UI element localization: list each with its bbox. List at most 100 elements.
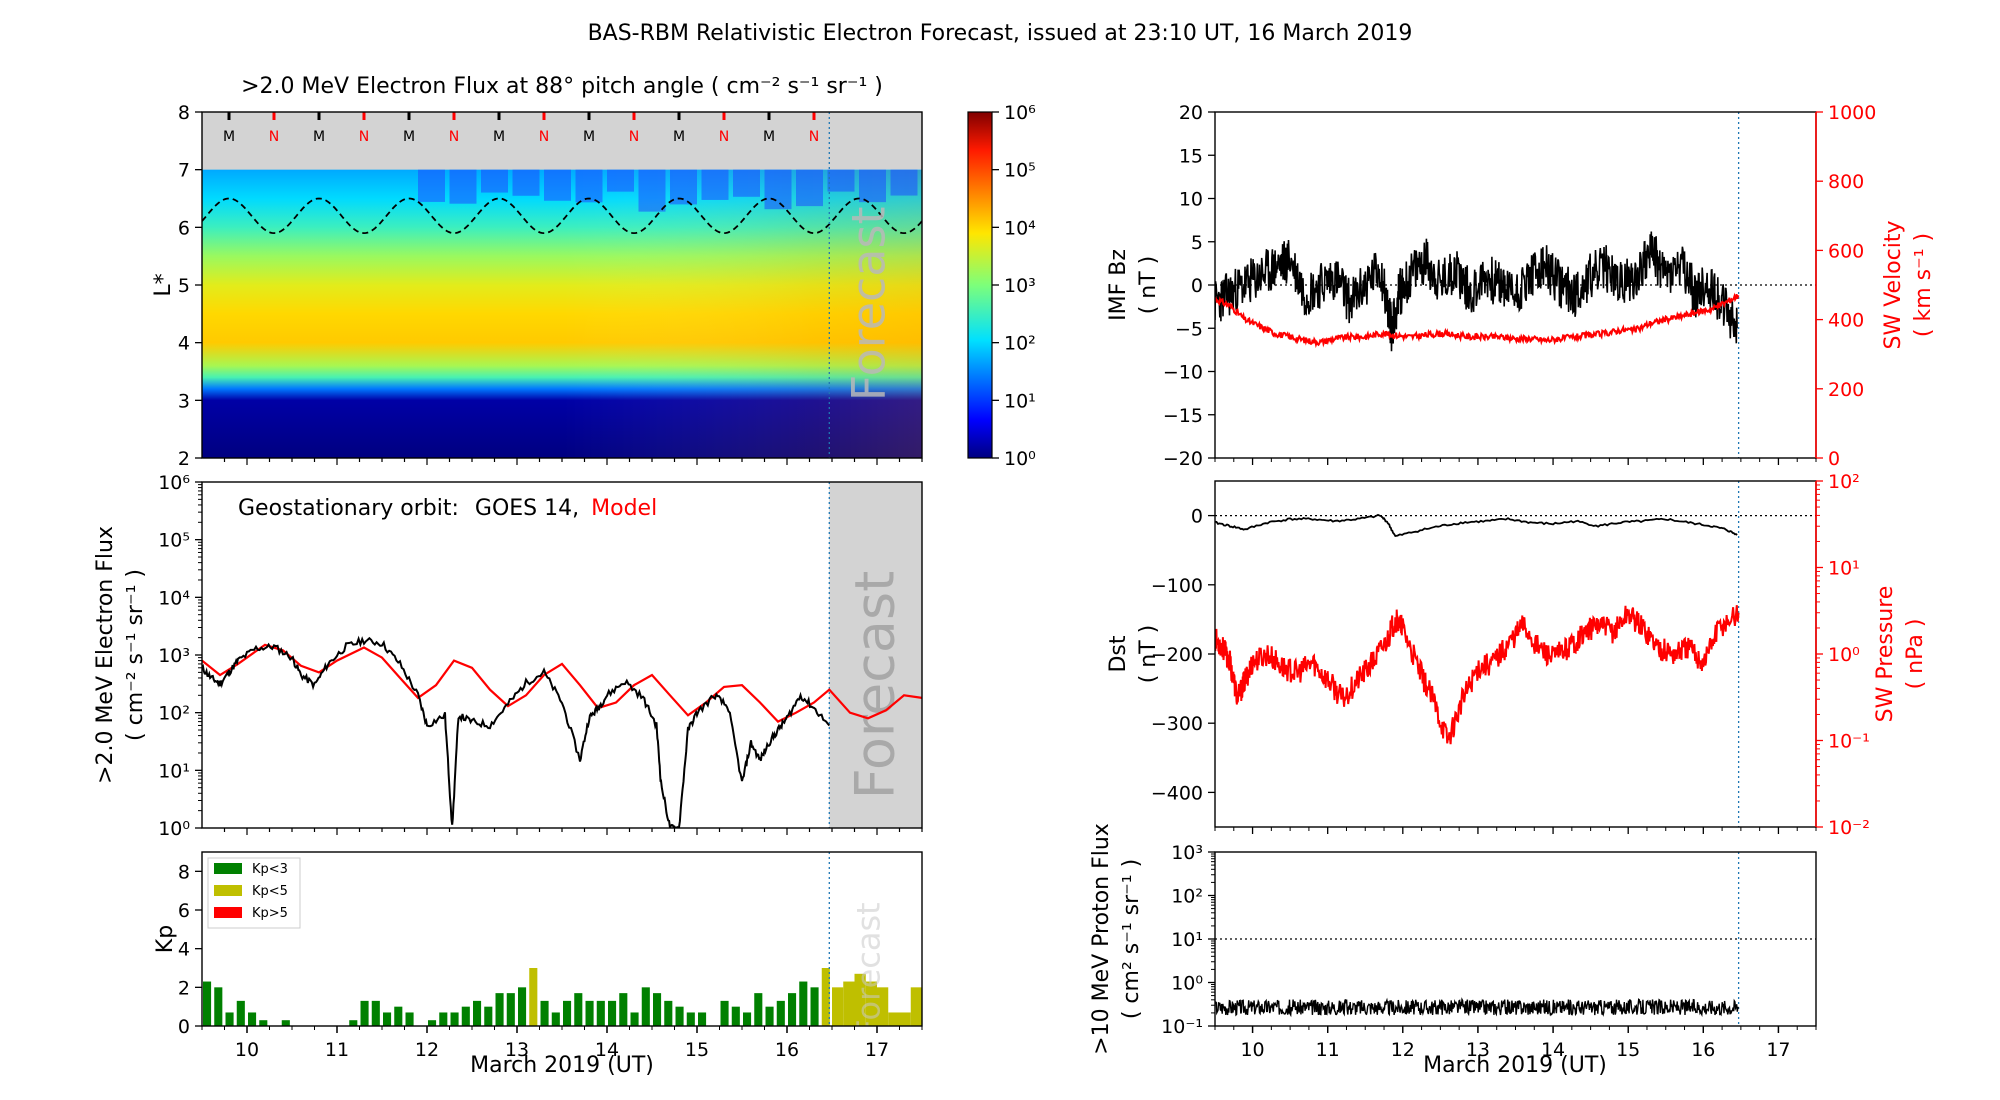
kp-bar [1001,1001,1012,1026]
kp-bar [754,993,763,1026]
geo-flux-ytick-label: 10² [158,703,190,725]
depleted-flux-patch [764,169,792,210]
kp-bar [877,987,889,1026]
flux-map-ytick-label: 6 [178,217,190,239]
dst-line [1215,513,1738,537]
colorbar-y2tick-label: 10² [1004,333,1036,355]
flux-map-ytick-label: 2 [178,448,190,470]
kp-bar [518,987,527,1026]
kp-bar [596,1000,605,1026]
imf-ytick-label: 15 [1179,145,1203,167]
dst-ylabel-unit: ( nT ) [1136,625,1161,684]
proton-xtick-label: 14 [1541,1039,1565,1061]
kp-bar [236,1000,245,1026]
kp-bar [473,1000,482,1026]
imf-ytick-label: −20 [1163,448,1203,470]
proton-ytick-label: 10² [1171,886,1203,908]
kp-bar [461,1006,470,1026]
kp-xtick-label: 14 [595,1039,619,1061]
dst-y2tick-label: 10¹ [1828,558,1860,580]
kp-bar [675,1006,684,1026]
kp-bar [888,1012,900,1026]
dst-ytick-label: −300 [1151,713,1203,735]
geo-flux-ytick-label: 10⁴ [158,587,190,609]
dst-y2label: SW Pressure [1873,586,1898,723]
kp-bar [1068,954,1079,1026]
flux-map-ylabel: L* [151,273,176,296]
kp-xtick-label: 17 [865,1039,889,1061]
imf-y2tick-label: 1000 [1828,102,1876,124]
flux-map-ytick-label: 3 [178,390,190,412]
imf-ytick-label: 0 [1191,275,1203,297]
kp-ytick-label: 8 [178,861,190,883]
geo-flux-ytick-label: 10¹ [158,760,190,782]
kp-ytick-label: 4 [178,939,190,961]
flux-map-ytick-label: 4 [178,333,190,355]
proton-ytick-label: 10⁻¹ [1161,1016,1203,1038]
depleted-flux-patch [512,169,540,196]
dst-frame [1214,480,1817,828]
dst-y2tick-label: 10⁰ [1828,644,1860,666]
kp-bar [698,1012,707,1026]
mn-marker-label: N [719,129,729,145]
goes-flux-line [202,635,831,828]
kp-bar [349,1020,358,1026]
forecast-region [829,482,922,828]
geo-flux-legend: Geostationary orbit: GOES 14, Model [238,496,657,521]
kp-bar [978,1001,989,1026]
kp-bar [495,993,504,1026]
depleted-flux-patch [733,169,760,197]
depleted-flux-patch [638,169,666,212]
kp-legend-swatch-low [214,863,242,874]
proton-xlabel: March 2019 (UT) [1423,1053,1607,1078]
mn-marker-label: N [359,129,369,145]
mn-marker-label: N [269,129,279,145]
kp-bar [910,987,922,1026]
geo-flux-ytick-label: 10³ [158,645,190,667]
proton-ytick-label: 10¹ [1171,929,1203,951]
kp-bar [439,1012,448,1026]
proton-xtick-label: 12 [1391,1039,1415,1061]
geo-flux-ylabel: >2.0 MeV Electron Flux [93,526,118,784]
kp-bar [225,1012,234,1026]
imf-ytick-label: 10 [1179,189,1203,211]
kp-panel: Forecast 0 2 4 6 8 10 11 12 13 14 15 16 17 Kp March… [153,851,1079,1078]
kp-bar [765,1006,774,1026]
imf-y2tick-label: 0 [1828,448,1840,470]
kp-xtick-label: 11 [325,1039,349,1061]
proton-xtick-label: 17 [1766,1039,1790,1061]
kp-bar [608,1000,617,1026]
imf-y2tick-label: 800 [1828,171,1864,193]
kp-bar [585,1000,594,1026]
dst-ytick-label: −100 [1151,575,1203,597]
mn-marker-label: N [539,129,549,145]
mn-marker-label: N [809,129,819,145]
colorbar-y2tick-label: 10³ [1004,275,1036,297]
depleted-flux-patch [796,169,823,207]
dst-y2tick-label: 10² [1828,471,1860,493]
kp-bar [854,973,866,1026]
kp-bar [574,993,583,1026]
flux-map-title: >2.0 MeV Electron Flux at 88° pitch angl… [241,74,883,99]
kp-ytick-label: 0 [178,1016,190,1038]
kp-bar [540,1000,549,1026]
colorbar [967,111,993,459]
kp-ytick-label: 2 [178,977,190,999]
kp-legend-swatch-high [214,907,242,918]
kp-xtick-label: 16 [775,1039,799,1061]
imf-panel: −20 −15 −10 −5 0 5 10 15 20 0 200 400 600 800 1000 IM… [1106,102,1936,470]
kp-bar [248,1012,257,1026]
kp-bar [990,993,1001,1026]
imf-y2tick-label: 400 [1828,310,1864,332]
kp-bar [405,1012,414,1026]
kp-bar [203,981,212,1026]
map-upper-region [202,112,922,170]
imf-ylabel: IMF Bz [1106,249,1131,321]
model-flux-line [202,643,922,723]
mn-marker-label: M [223,129,235,145]
colorbar-y2tick-label: 10⁶ [1004,102,1036,124]
kp-bar [810,987,819,1026]
kp-bar [720,1000,729,1026]
geo-flux-panel: Forecast 10⁰ 10¹ 10² 10³ 10⁴ 10⁵ 10⁶ Geostatio… [93,472,923,840]
